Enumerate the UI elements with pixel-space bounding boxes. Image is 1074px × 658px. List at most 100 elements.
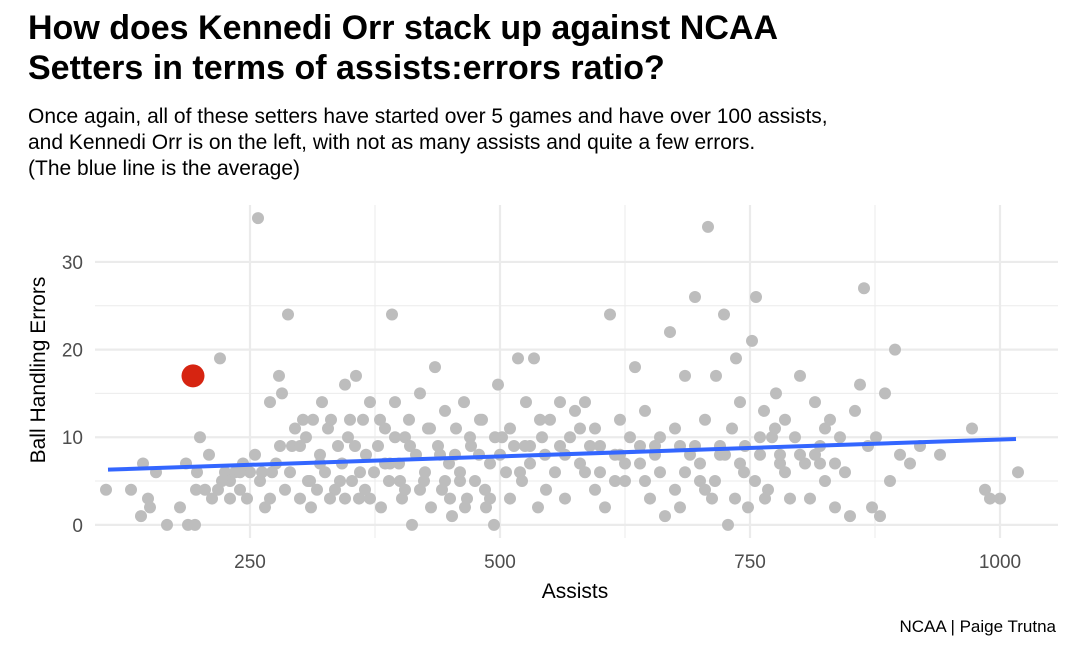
data-point	[339, 492, 351, 505]
data-point	[528, 352, 540, 365]
y-axis-ticks: 0 10 20 30	[62, 253, 83, 537]
data-point	[144, 501, 156, 514]
data-point	[734, 396, 746, 409]
data-point	[334, 475, 346, 488]
data-point	[297, 413, 309, 426]
data-point	[375, 501, 387, 514]
data-point	[520, 396, 532, 409]
data-point	[679, 369, 691, 382]
x-tick-label: 1000	[979, 552, 1021, 573]
data-point	[504, 492, 516, 505]
data-point	[125, 483, 137, 496]
data-point	[259, 501, 271, 514]
data-point	[804, 492, 816, 505]
data-point	[634, 457, 646, 470]
data-point	[446, 510, 458, 523]
data-point	[554, 439, 566, 452]
data-point	[774, 448, 786, 461]
data-point	[758, 404, 770, 417]
data-point	[894, 448, 906, 461]
data-point	[706, 492, 718, 505]
data-point	[492, 378, 504, 391]
data-point	[479, 483, 491, 496]
data-point	[644, 492, 656, 505]
data-point	[264, 396, 276, 409]
data-point	[532, 501, 544, 514]
data-point	[484, 492, 496, 505]
data-point	[559, 492, 571, 505]
data-point	[360, 448, 372, 461]
data-point	[669, 483, 681, 496]
data-point	[279, 483, 291, 496]
y-axis-label: Ball Handling Errors	[27, 277, 50, 464]
title-line-1: How does Kennedi Orr stack up against NC…	[28, 9, 779, 47]
data-point	[819, 475, 831, 488]
data-point	[619, 475, 631, 488]
data-point	[799, 457, 811, 470]
data-point	[359, 483, 371, 496]
data-point	[839, 466, 851, 479]
x-axis-label: Assists	[542, 580, 609, 603]
title-line-2: Setters in terms of assists:errors ratio…	[28, 49, 665, 87]
chart-subtitle: Once again, all of these setters have st…	[28, 104, 1058, 182]
data-point	[514, 466, 526, 479]
data-point	[425, 501, 437, 514]
data-point	[719, 448, 731, 461]
data-point	[214, 352, 226, 365]
data-point	[404, 439, 416, 452]
data-point	[294, 492, 306, 505]
data-point	[276, 387, 288, 400]
trend-line-group	[107, 436, 1017, 472]
data-point	[884, 475, 896, 488]
data-point	[669, 422, 681, 435]
y-tick-label: 30	[62, 253, 83, 274]
data-point	[870, 431, 882, 444]
data-point	[554, 396, 566, 409]
data-point	[574, 457, 586, 470]
chart-caption: NCAA | Paige Trutna	[899, 617, 1056, 636]
data-point	[564, 431, 576, 444]
data-point	[368, 466, 380, 479]
data-point	[206, 492, 218, 505]
data-point	[750, 291, 762, 304]
data-point	[244, 466, 256, 479]
data-point	[649, 439, 661, 452]
data-point	[100, 483, 112, 496]
data-point	[488, 518, 500, 531]
data-point	[459, 501, 471, 514]
x-tick-label: 750	[734, 552, 766, 573]
data-point	[190, 483, 202, 496]
data-point	[594, 466, 606, 479]
data-point	[1012, 466, 1024, 479]
data-point	[304, 475, 316, 488]
data-point	[722, 518, 734, 531]
data-point	[829, 501, 841, 514]
data-point	[174, 501, 186, 514]
data-point	[353, 492, 365, 505]
data-point	[329, 483, 341, 496]
data-point	[679, 466, 691, 479]
data-point	[729, 492, 741, 505]
data-point	[339, 378, 351, 391]
data-point	[718, 308, 730, 321]
data-point	[307, 413, 319, 426]
data-point	[769, 422, 781, 435]
subtitle-line-1: Once again, all of these setters have st…	[28, 105, 828, 128]
data-point	[450, 422, 462, 435]
data-point	[779, 466, 791, 479]
data-point	[702, 220, 714, 233]
data-point	[866, 501, 878, 514]
data-point	[469, 475, 481, 488]
y-tick-label: 0	[72, 516, 83, 537]
chart-title: How does Kennedi Orr stack up against NC…	[28, 8, 1048, 88]
data-point	[634, 439, 646, 452]
data-point	[429, 361, 441, 374]
highlight-group	[181, 364, 205, 388]
data-point	[749, 475, 761, 488]
data-point	[424, 422, 436, 435]
data-point	[629, 361, 641, 374]
data-point	[316, 396, 328, 409]
data-point	[569, 404, 581, 417]
data-point	[742, 501, 754, 514]
data-point	[759, 492, 771, 505]
